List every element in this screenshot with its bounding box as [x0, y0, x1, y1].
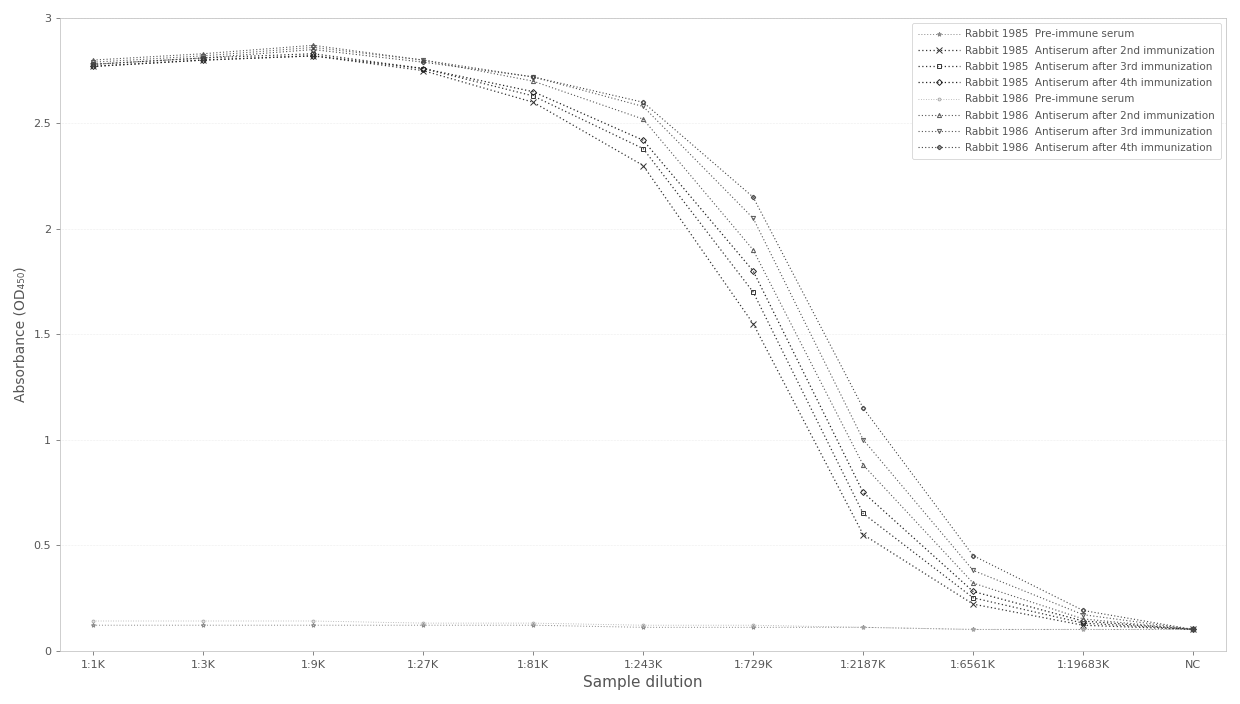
Rabbit 1985  Antiserum after 3rd immunization — [1075, 619, 1090, 627]
Rabbit 1986  Antiserum after 2nd immunization — [745, 246, 760, 254]
Rabbit 1986  Pre-immune serum — [196, 617, 211, 625]
Rabbit 1986  Pre-immune serum — [1185, 625, 1200, 634]
Rabbit 1986  Antiserum after 3rd immunization — [745, 214, 760, 222]
Rabbit 1986  Antiserum after 4th immunization — [526, 73, 541, 81]
Line: Rabbit 1986  Antiserum after 4th immunization: Rabbit 1986 Antiserum after 4th immuniza… — [91, 47, 1195, 631]
Rabbit 1985  Antiserum after 3rd immunization — [306, 49, 321, 58]
Rabbit 1985  Pre-immune serum — [636, 623, 651, 631]
Rabbit 1986  Antiserum after 2nd immunization — [856, 460, 870, 469]
Rabbit 1985  Antiserum after 2nd immunization — [966, 600, 981, 608]
Rabbit 1985  Antiserum after 2nd immunization — [745, 320, 760, 328]
Line: Rabbit 1986  Pre-immune serum: Rabbit 1986 Pre-immune serum — [92, 620, 1194, 631]
Rabbit 1985  Antiserum after 4th immunization — [306, 51, 321, 60]
Rabbit 1986  Antiserum after 4th immunization — [856, 404, 870, 413]
Rabbit 1986  Pre-immune serum — [306, 617, 321, 625]
Rabbit 1986  Pre-immune serum — [856, 623, 870, 631]
Rabbit 1985  Antiserum after 4th immunization — [1075, 617, 1090, 625]
Rabbit 1985  Antiserum after 4th immunization — [86, 62, 100, 70]
Rabbit 1985  Antiserum after 4th immunization — [745, 267, 760, 275]
Rabbit 1986  Antiserum after 3rd immunization — [966, 566, 981, 574]
Rabbit 1986  Antiserum after 3rd immunization — [526, 73, 541, 81]
Rabbit 1985  Antiserum after 2nd immunization — [196, 56, 211, 64]
Rabbit 1986  Antiserum after 4th immunization — [196, 54, 211, 62]
Rabbit 1986  Antiserum after 3rd immunization — [86, 58, 100, 66]
Rabbit 1985  Antiserum after 3rd immunization — [86, 60, 100, 68]
Rabbit 1985  Antiserum after 4th immunization — [196, 56, 211, 64]
Rabbit 1986  Antiserum after 2nd immunization — [86, 56, 100, 64]
Line: Rabbit 1985  Antiserum after 4th immunization: Rabbit 1985 Antiserum after 4th immuniza… — [91, 54, 1195, 631]
Rabbit 1986  Pre-immune serum — [415, 619, 430, 627]
Rabbit 1986  Antiserum after 2nd immunization — [1185, 625, 1200, 634]
Y-axis label: Absorbance (OD₄₅₀): Absorbance (OD₄₅₀) — [14, 266, 27, 402]
Rabbit 1985  Antiserum after 3rd immunization — [1185, 625, 1200, 634]
Rabbit 1986  Pre-immune serum — [745, 621, 760, 629]
Rabbit 1986  Antiserum after 4th immunization — [745, 193, 760, 201]
Rabbit 1985  Pre-immune serum — [1075, 625, 1090, 634]
Rabbit 1985  Antiserum after 4th immunization — [966, 587, 981, 596]
Rabbit 1985  Antiserum after 4th immunization — [856, 488, 870, 496]
Rabbit 1986  Antiserum after 2nd immunization — [526, 77, 541, 85]
Legend: Rabbit 1985  Pre-immune serum, Rabbit 1985  Antiserum after 2nd immunization, Ra: Rabbit 1985 Pre-immune serum, Rabbit 198… — [911, 23, 1221, 159]
Rabbit 1985  Antiserum after 3rd immunization — [196, 54, 211, 62]
Rabbit 1986  Antiserum after 4th immunization — [636, 98, 651, 106]
Rabbit 1985  Pre-immune serum — [86, 621, 100, 629]
Rabbit 1986  Antiserum after 4th immunization — [415, 58, 430, 66]
Rabbit 1986  Pre-immune serum — [1075, 625, 1090, 634]
Rabbit 1986  Antiserum after 2nd immunization — [1075, 615, 1090, 623]
Rabbit 1985  Antiserum after 2nd immunization — [415, 66, 430, 75]
Rabbit 1986  Antiserum after 3rd immunization — [636, 102, 651, 111]
Rabbit 1986  Antiserum after 3rd immunization — [856, 436, 870, 444]
Rabbit 1985  Pre-immune serum — [415, 621, 430, 629]
Rabbit 1985  Pre-immune serum — [966, 625, 981, 634]
Rabbit 1985  Antiserum after 3rd immunization — [966, 593, 981, 602]
Rabbit 1985  Pre-immune serum — [856, 623, 870, 631]
Rabbit 1985  Antiserum after 2nd immunization — [526, 98, 541, 106]
Rabbit 1986  Antiserum after 2nd immunization — [636, 115, 651, 123]
Rabbit 1985  Antiserum after 3rd immunization — [745, 288, 760, 296]
Rabbit 1985  Pre-immune serum — [745, 623, 760, 631]
Rabbit 1986  Antiserum after 3rd immunization — [1075, 610, 1090, 619]
Rabbit 1985  Antiserum after 2nd immunization — [636, 161, 651, 170]
Rabbit 1985  Pre-immune serum — [1185, 625, 1200, 634]
Rabbit 1986  Antiserum after 3rd immunization — [415, 56, 430, 64]
Rabbit 1986  Antiserum after 2nd immunization — [966, 579, 981, 587]
Rabbit 1986  Antiserum after 4th immunization — [86, 60, 100, 68]
X-axis label: Sample dilution: Sample dilution — [583, 675, 703, 690]
Rabbit 1985  Antiserum after 2nd immunization — [1075, 621, 1090, 629]
Rabbit 1985  Antiserum after 4th immunization — [1185, 625, 1200, 634]
Rabbit 1985  Antiserum after 4th immunization — [526, 87, 541, 96]
Rabbit 1986  Antiserum after 4th immunization — [1185, 625, 1200, 634]
Rabbit 1985  Antiserum after 3rd immunization — [526, 92, 541, 100]
Rabbit 1986  Antiserum after 4th immunization — [306, 45, 321, 54]
Rabbit 1985  Pre-immune serum — [196, 621, 211, 629]
Line: Rabbit 1985  Antiserum after 3rd immunization: Rabbit 1985 Antiserum after 3rd immuniza… — [91, 51, 1195, 631]
Rabbit 1985  Antiserum after 3rd immunization — [636, 144, 651, 153]
Rabbit 1986  Antiserum after 3rd immunization — [306, 43, 321, 51]
Rabbit 1986  Antiserum after 3rd immunization — [196, 51, 211, 60]
Rabbit 1986  Antiserum after 4th immunization — [966, 551, 981, 560]
Rabbit 1985  Pre-immune serum — [306, 621, 321, 629]
Line: Rabbit 1985  Pre-immune serum: Rabbit 1985 Pre-immune serum — [91, 623, 1195, 631]
Rabbit 1986  Antiserum after 3rd immunization — [1185, 625, 1200, 634]
Rabbit 1985  Antiserum after 4th immunization — [415, 64, 430, 73]
Rabbit 1985  Antiserum after 3rd immunization — [856, 509, 870, 517]
Rabbit 1986  Antiserum after 2nd immunization — [415, 56, 430, 64]
Line: Rabbit 1985  Antiserum after 2nd immunization: Rabbit 1985 Antiserum after 2nd immuniza… — [91, 53, 1195, 632]
Rabbit 1985  Antiserum after 2nd immunization — [86, 62, 100, 70]
Rabbit 1986  Pre-immune serum — [966, 625, 981, 634]
Line: Rabbit 1986  Antiserum after 3rd immunization: Rabbit 1986 Antiserum after 3rd immuniza… — [91, 45, 1195, 631]
Rabbit 1986  Pre-immune serum — [526, 619, 541, 627]
Line: Rabbit 1986  Antiserum after 2nd immunization: Rabbit 1986 Antiserum after 2nd immuniza… — [91, 43, 1195, 631]
Rabbit 1986  Antiserum after 2nd immunization — [306, 41, 321, 49]
Rabbit 1986  Antiserum after 4th immunization — [1075, 606, 1090, 615]
Rabbit 1985  Antiserum after 2nd immunization — [856, 530, 870, 539]
Rabbit 1985  Antiserum after 2nd immunization — [306, 51, 321, 60]
Rabbit 1986  Pre-immune serum — [636, 621, 651, 629]
Rabbit 1985  Pre-immune serum — [526, 621, 541, 629]
Rabbit 1985  Antiserum after 4th immunization — [636, 136, 651, 144]
Rabbit 1986  Antiserum after 2nd immunization — [196, 49, 211, 58]
Rabbit 1985  Antiserum after 3rd immunization — [415, 64, 430, 73]
Rabbit 1986  Pre-immune serum — [86, 617, 100, 625]
Rabbit 1985  Antiserum after 2nd immunization — [1185, 625, 1200, 634]
